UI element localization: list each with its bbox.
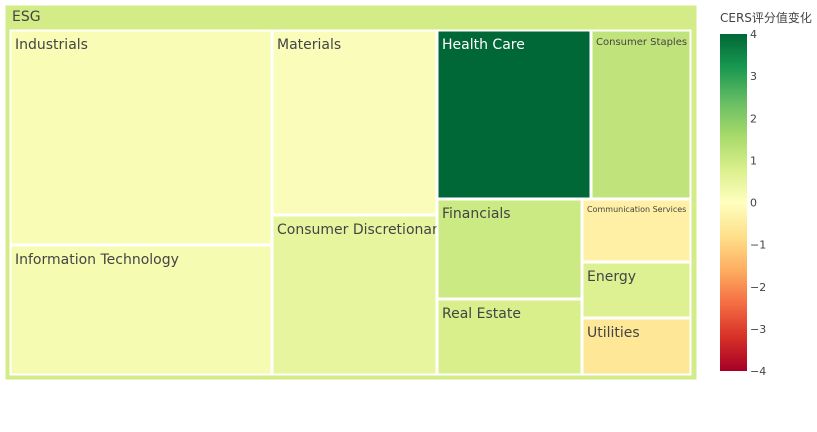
tile-label-communication-services: Communication Services xyxy=(587,205,686,214)
colorbar-tick-label: 2 xyxy=(750,112,757,125)
tile-financials[interactable] xyxy=(436,198,583,300)
colorbar-title: CERS评分值变化 xyxy=(720,10,812,25)
colorbar-tick-label: 4 xyxy=(750,28,757,41)
tile-label-materials: Materials xyxy=(277,37,341,53)
tile-label-energy: Energy xyxy=(587,269,636,285)
tile-label-utilities: Utilities xyxy=(587,325,640,341)
colorbar-tick-label: 1 xyxy=(750,154,757,167)
tile-communication-services[interactable] xyxy=(581,198,692,263)
tile-consumer-staples[interactable] xyxy=(590,29,692,200)
colorbar-tick-label: 0 xyxy=(750,197,757,210)
tile-label-industrials: Industrials xyxy=(15,37,88,53)
colorbar-tick-label: −4 xyxy=(750,365,766,378)
tile-label-real-estate: Real Estate xyxy=(442,306,521,322)
colorbar-tick-label: 3 xyxy=(750,70,757,83)
tile-materials[interactable] xyxy=(271,29,438,216)
tile-information-technology[interactable] xyxy=(9,244,273,376)
tile-utilities[interactable] xyxy=(581,317,692,376)
colorbar-tick-label: −3 xyxy=(750,323,766,336)
colorbar-gradient xyxy=(720,34,747,371)
tile-label-information-technology: Information Technology xyxy=(15,252,179,268)
tile-label-financials: Financials xyxy=(442,206,511,222)
colorbar-tick-label: −1 xyxy=(750,239,766,252)
tile-real-estate[interactable] xyxy=(436,298,583,376)
colorbar: CERS评分值变化 4 3 2 1 0 −1 −2 −3 −4 xyxy=(720,10,812,378)
tile-industrials[interactable] xyxy=(9,29,273,246)
tile-consumer-discretionary[interactable] xyxy=(271,214,438,376)
tile-health-care[interactable] xyxy=(436,29,592,200)
treemap-tiles: ESG Industrials Information Technology Mate… xyxy=(4,4,698,381)
tile-label-consumer-staples: Consumer Staples xyxy=(596,37,687,48)
tile-label-health-care: Health Care xyxy=(442,37,525,53)
tile-label-consumer-discretionary: Consumer Discretionary xyxy=(277,222,446,238)
treemap-root-label: ESG xyxy=(12,9,41,25)
colorbar-tick-label: −2 xyxy=(750,281,766,294)
